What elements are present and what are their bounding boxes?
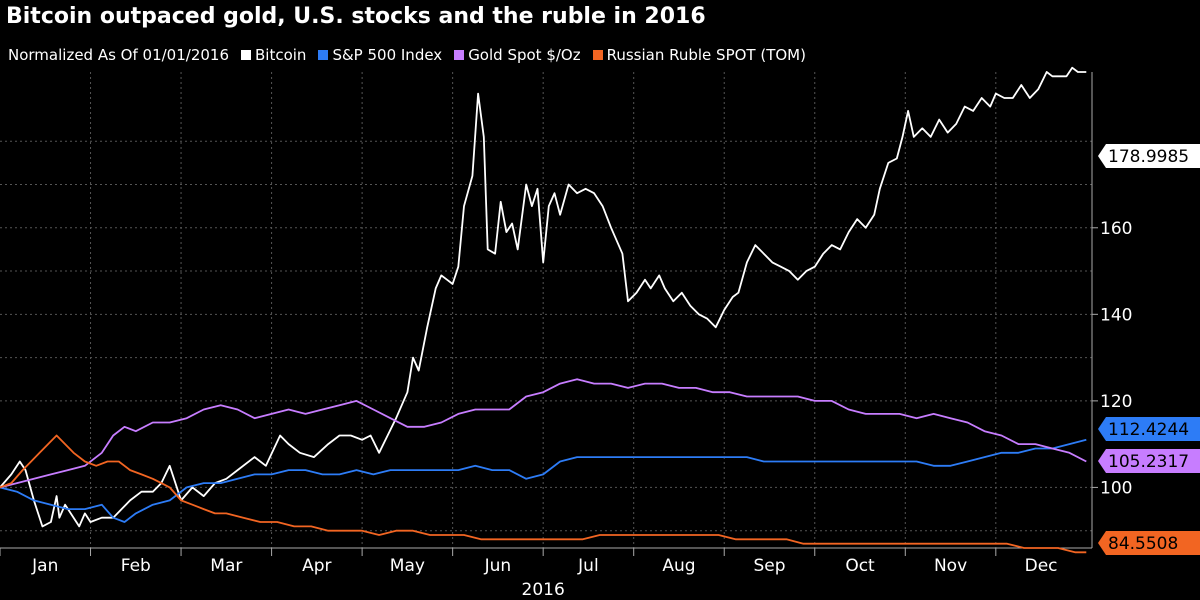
series-line-0 — [0, 66, 1087, 528]
legend-swatch-bitcoin — [241, 50, 251, 60]
end-value-tag-bg — [1098, 144, 1200, 168]
legend-swatch-gold — [454, 50, 465, 60]
legend-swatch-ruble — [592, 50, 603, 60]
legend-label-bitcoin: Bitcoin — [255, 46, 307, 64]
end-value-tag-bg — [1098, 417, 1200, 441]
x-tick-label: Apr — [302, 556, 331, 576]
end-value-tag-2: 105.2317 — [1098, 449, 1200, 473]
end-value-label: 112.4244 — [1108, 420, 1189, 440]
legend-label-sp500: S&P 500 Index — [332, 46, 443, 64]
end-value-tag-3: 84.5508 — [1098, 531, 1200, 555]
x-tick-label: Oct — [845, 556, 875, 576]
legend-label-ruble: Russian Ruble SPOT (TOM) — [606, 46, 806, 64]
end-value-tag-1: 112.4244 — [1098, 417, 1200, 441]
y-tick-label: 160 — [1100, 219, 1132, 239]
end-value-tag-bg — [1098, 449, 1200, 473]
end-value-label: 84.5508 — [1108, 534, 1178, 554]
x-tick-label: Nov — [934, 556, 967, 576]
x-tick-label: Jul — [577, 556, 599, 576]
x-tick-label: Sep — [753, 556, 785, 576]
x-tick-label: Jan — [31, 556, 58, 576]
x-tick-label: Mar — [210, 556, 242, 576]
y-tick-label: 100 — [1100, 478, 1132, 498]
legend-item-sp500: S&P 500 Index — [318, 46, 442, 64]
y-tick-label: 140 — [1100, 305, 1132, 325]
x-tick-label: Feb — [121, 556, 151, 576]
series-line-2 — [0, 378, 1087, 489]
legend-item-bitcoin: Bitcoin — [241, 46, 306, 64]
end-value-label: 105.2317 — [1108, 452, 1189, 472]
legend-item-gold: Gold Spot $/Oz — [454, 46, 581, 64]
end-value-tag-bg — [1098, 531, 1200, 555]
legend-label-gold: Gold Spot $/Oz — [468, 46, 581, 64]
x-tick-label: Aug — [662, 556, 695, 576]
y-tick-label: 120 — [1100, 392, 1132, 412]
legend-item-ruble: Russian Ruble SPOT (TOM) — [592, 46, 806, 64]
end-value-tag-0: 178.9985 — [1098, 144, 1200, 168]
chart-legend: Normalized As Of 01/01/2016 Bitcoin S&P … — [8, 46, 806, 64]
x-tick-label: Dec — [1025, 556, 1058, 576]
legend-swatch-sp500 — [318, 50, 329, 60]
x-tick-label: Jun — [484, 556, 512, 576]
chart-title: Bitcoin outpaced gold, U.S. stocks and t… — [6, 4, 706, 29]
x-axis-label: 2016 — [522, 580, 565, 600]
series-line-1 — [0, 438, 1087, 523]
series-line-3 — [0, 434, 1087, 554]
end-value-label: 178.9985 — [1108, 147, 1189, 167]
x-tick-label: May — [390, 556, 425, 576]
legend-subtitle: Normalized As Of 01/01/2016 — [8, 46, 229, 64]
